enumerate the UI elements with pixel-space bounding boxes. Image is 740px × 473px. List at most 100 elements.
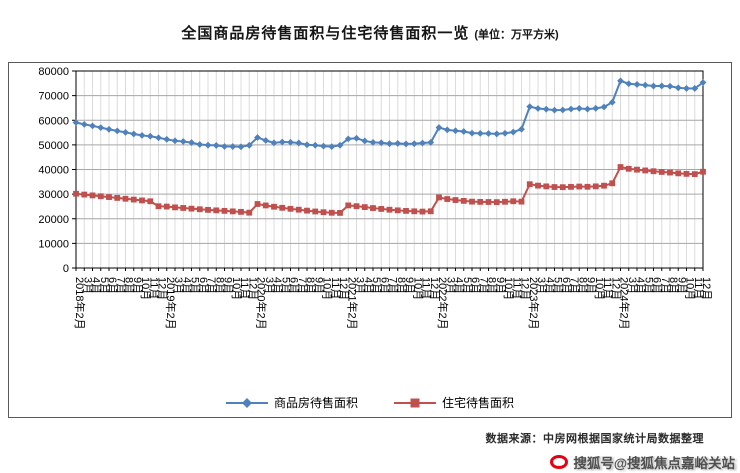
data-point-marker (155, 203, 162, 210)
data-point-marker (336, 141, 344, 149)
data-point-marker (386, 206, 393, 213)
data-point-marker (196, 206, 203, 213)
x-tick-label: 2018年2月 (73, 277, 87, 330)
data-point-marker (518, 125, 525, 133)
data-point-marker (675, 170, 682, 177)
x-tick-label: 8月 (395, 277, 407, 294)
data-point-marker (667, 169, 673, 176)
data-point-marker (485, 130, 492, 137)
chart-legend: 商品房待售面积 住宅待售面积 (9, 394, 731, 411)
data-point-marker (378, 206, 385, 212)
x-tick-label: 3月 (81, 277, 93, 294)
data-point-marker (683, 170, 690, 177)
y-tick-label: 50000 (38, 140, 69, 152)
data-point-marker (493, 130, 501, 138)
x-tick-label: 8月 (576, 277, 588, 294)
data-point-marker (221, 207, 228, 214)
x-tick-label: 10月 (411, 277, 423, 300)
data-point-marker (320, 209, 327, 216)
x-tick-label: 12月 (337, 277, 349, 300)
x-tick-label: 9月 (585, 277, 597, 294)
x-tick-label: 9月 (312, 277, 324, 294)
data-point-marker (180, 205, 187, 211)
data-point-marker (122, 195, 129, 202)
data-point-marker (212, 142, 220, 149)
data-point-marker (568, 183, 574, 190)
x-tick-label: 6月 (469, 277, 481, 294)
data-point-marker (312, 208, 319, 215)
x-tick-label: 9月 (675, 277, 687, 294)
data-point-marker (147, 198, 154, 205)
x-tick-label: 12月 (700, 277, 712, 300)
data-point-marker (650, 82, 657, 90)
x-tick-label: 5月 (98, 277, 110, 294)
data-point-marker (328, 209, 335, 216)
x-tick-label: 6月 (378, 277, 390, 294)
chart-unit-label: (单位：万平方米) (474, 29, 559, 41)
x-tick-label: 12月 (246, 277, 258, 300)
data-point-marker (130, 130, 138, 138)
x-tick-label: 4月 (271, 277, 283, 294)
data-point-marker (394, 140, 402, 147)
data-point-marker (80, 120, 88, 128)
data-point-marker (683, 85, 690, 92)
x-tick-label: 7月 (296, 277, 308, 294)
y-tick-label: 80000 (38, 66, 69, 78)
data-point-marker (410, 140, 418, 148)
legend-item-residential: 住宅待售面积 (394, 394, 514, 411)
watermark-text: 搜狐号@搜狐焦点嘉峪关站 (573, 456, 735, 471)
y-tick-label: 0 (63, 263, 69, 275)
data-point-marker (89, 122, 96, 130)
x-tick-label: 9月 (494, 277, 506, 294)
x-tick-label: 5月 (461, 277, 473, 294)
data-point-marker (436, 194, 442, 201)
data-point-marker (427, 208, 434, 215)
data-point-marker (526, 181, 533, 188)
data-point-marker (658, 169, 665, 175)
data-point-marker (658, 82, 666, 90)
x-tick-label: 4月 (90, 277, 102, 294)
x-tick-label: 2020年2月 (255, 277, 269, 330)
data-point-marker (295, 206, 302, 213)
data-point-marker (625, 165, 632, 172)
data-point-marker (337, 209, 343, 216)
x-tick-label: 7月 (205, 277, 217, 294)
x-tick-label: 9月 (222, 277, 234, 294)
x-tick-label: 11月 (510, 277, 522, 299)
data-point-marker (188, 205, 195, 212)
x-tick-label: 10月 (139, 277, 151, 300)
data-point-marker (81, 191, 88, 198)
data-source-note: 数据来源：中房网根据国家统计局数据整理 (485, 433, 704, 445)
data-point-marker (485, 199, 492, 205)
x-tick-label: 4月 (180, 277, 192, 294)
x-tick-label: 3月 (354, 277, 366, 294)
x-tick-label: 12月 (156, 277, 168, 300)
chart-card: 0 10000 20000 30000 40000 50000 60000 70000 8000… (8, 62, 732, 418)
data-point-marker (502, 198, 508, 205)
x-tick-label: 8月 (304, 277, 316, 294)
x-tick-label: 7月 (659, 277, 671, 294)
data-point-marker (674, 84, 682, 92)
x-tick-label: 3月 (172, 277, 184, 294)
data-point-marker (271, 203, 277, 210)
x-tick-label: 11月 (601, 277, 613, 299)
data-point-marker (361, 137, 369, 145)
y-tick-label: 10000 (38, 238, 69, 250)
data-point-marker (551, 106, 558, 114)
x-tick-label: 8月 (123, 277, 135, 294)
data-point-marker (592, 183, 599, 190)
x-tick-label: 5月 (279, 277, 291, 294)
x-tick-label: 7月 (477, 277, 489, 294)
data-point-marker (130, 196, 137, 203)
data-point-marker (534, 105, 542, 112)
data-point-marker (89, 192, 96, 199)
line-chart-canvas: 0 10000 20000 30000 40000 50000 60000 70000 8000… (38, 66, 712, 330)
x-tick-label: 2023年2月 (527, 277, 541, 330)
data-point-marker (666, 82, 674, 90)
data-point-marker (105, 125, 113, 133)
data-point-marker (229, 143, 237, 150)
legend-diamond-line-icon (225, 397, 268, 409)
data-point-marker (270, 139, 278, 147)
watermark: 搜狐号@搜狐焦点嘉峪关站 (550, 452, 735, 472)
data-point-marker (304, 207, 310, 214)
